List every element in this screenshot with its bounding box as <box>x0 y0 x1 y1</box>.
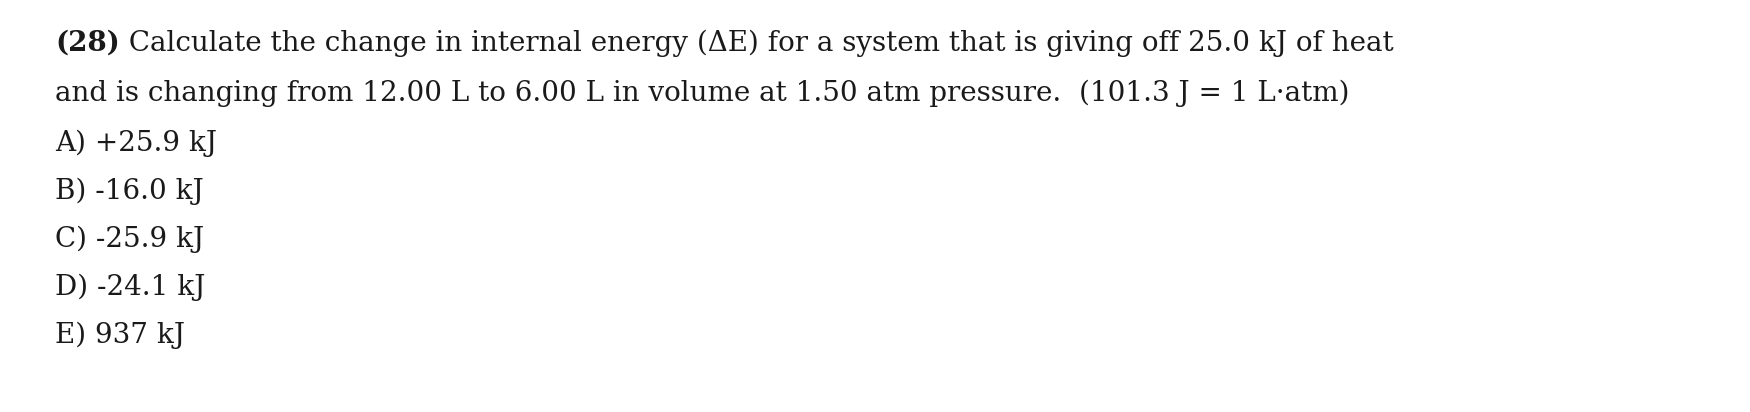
Text: Calculate the change in internal energy (ΔE) for a system that is giving off 25.: Calculate the change in internal energy … <box>119 30 1393 57</box>
Text: A) +25.9 kJ: A) +25.9 kJ <box>54 130 217 157</box>
Text: and is changing from 12.00 L to 6.00 L in volume at 1.50 atm pressure.  (101.3 J: and is changing from 12.00 L to 6.00 L i… <box>54 80 1349 108</box>
Text: (28): (28) <box>54 30 119 57</box>
Text: B) -16.0 kJ: B) -16.0 kJ <box>54 178 203 205</box>
Text: D) -24.1 kJ: D) -24.1 kJ <box>54 274 205 301</box>
Text: C) -25.9 kJ: C) -25.9 kJ <box>54 226 205 253</box>
Text: E) 937 kJ: E) 937 kJ <box>54 322 186 349</box>
